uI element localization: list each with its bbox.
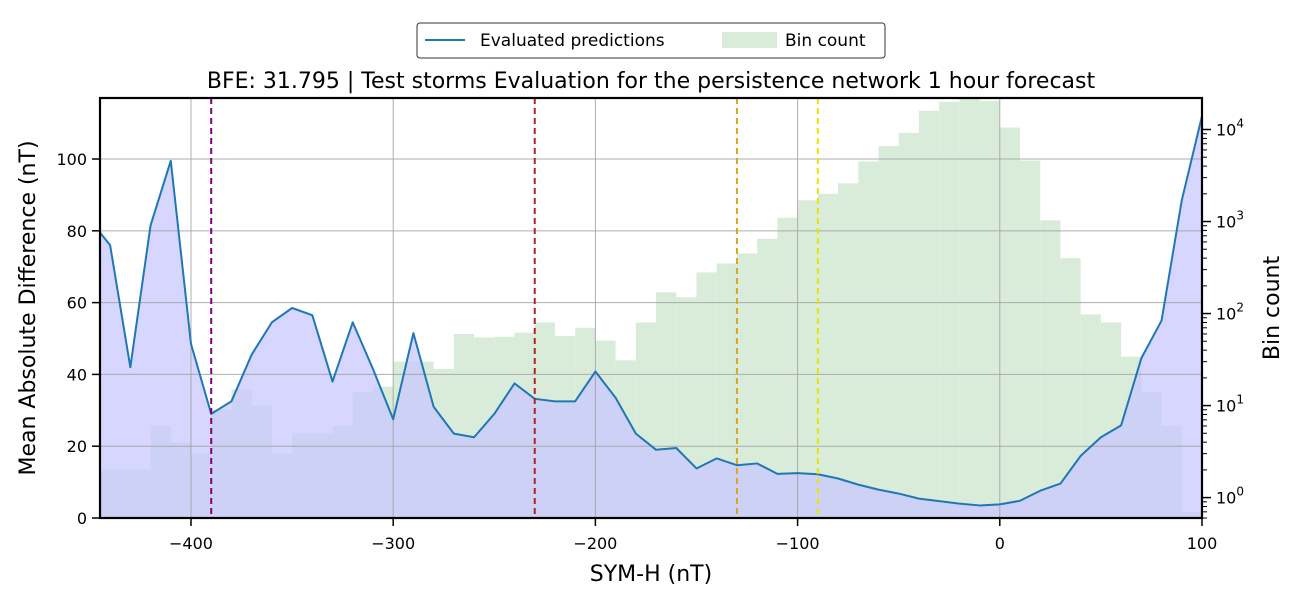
histogram-bar (797, 200, 818, 518)
prediction-area (100, 115, 1202, 518)
histogram-bar (858, 161, 879, 518)
histogram-bar (838, 183, 859, 518)
histogram-bar (716, 263, 737, 518)
histogram-bar (959, 98, 980, 518)
histogram-bar (939, 101, 960, 519)
plot-frame (98, 96, 1204, 520)
prediction-line-group (99, 115, 1203, 507)
y-right-tick-label: 104 (1216, 117, 1244, 140)
reference-lines (210, 98, 819, 518)
y-right-tick-label: 101 (1216, 393, 1244, 416)
histogram-bar (1040, 220, 1061, 518)
histogram-bar (777, 217, 798, 518)
histogram-bar (1060, 258, 1081, 518)
histogram-bar (918, 110, 940, 518)
x-tick-label: 100 (1187, 534, 1218, 553)
histogram-bar (878, 146, 899, 518)
histogram-bar (979, 100, 1000, 518)
legend: Evaluated predictions Bin count (416, 22, 886, 59)
legend-label-bin-count: Bin count (785, 31, 866, 51)
histogram-bar (696, 272, 717, 518)
histogram-bar (817, 193, 839, 518)
chart-title: BFE: 31.795 | Test storms Evaluation for… (207, 69, 1096, 94)
x-tick-label: −300 (371, 534, 415, 553)
histogram-bar (757, 238, 778, 518)
y-tick-label: 60 (67, 294, 87, 313)
x-axis-ticks: −400 −300 −200 −100 0 100 (169, 518, 1217, 553)
x-tick-label: −400 (169, 534, 213, 553)
y-right-tick-label: 102 (1216, 301, 1244, 324)
grid-lines (100, 98, 1202, 518)
y-right-tick-label: 103 (1216, 209, 1244, 232)
legend-label-predictions: Evaluated predictions (480, 31, 665, 51)
y-tick-label: 0 (77, 509, 87, 528)
histogram-bar (898, 132, 919, 519)
y-tick-label: 100 (56, 150, 87, 169)
x-axis-title: SYM-H (nT) (590, 562, 712, 587)
y-right-axis-ticks: 100 101 102 103 104 (1202, 117, 1244, 519)
histogram-bar (999, 127, 1021, 518)
legend-frame (416, 22, 886, 59)
histogram-bar (736, 253, 758, 518)
x-tick-label: −200 (573, 534, 617, 553)
histogram-bar (1020, 160, 1041, 519)
prediction-line (99, 115, 1203, 507)
y-tick-label: 20 (67, 437, 87, 456)
y-axis-ticks: 0 20 40 60 80 100 (56, 150, 100, 528)
y-right-tick-label: 100 (1216, 485, 1244, 508)
x-tick-label: 0 (995, 534, 1005, 553)
x-tick-label: −100 (776, 534, 820, 553)
y-axis-title: Mean Absolute Difference (nT) (16, 140, 41, 475)
prediction-fill (100, 115, 1202, 518)
legend-patch-swatch (722, 32, 777, 48)
y-right-axis-title: Bin count (1260, 256, 1285, 361)
y-tick-label: 40 (67, 365, 87, 384)
y-tick-label: 80 (67, 222, 87, 241)
